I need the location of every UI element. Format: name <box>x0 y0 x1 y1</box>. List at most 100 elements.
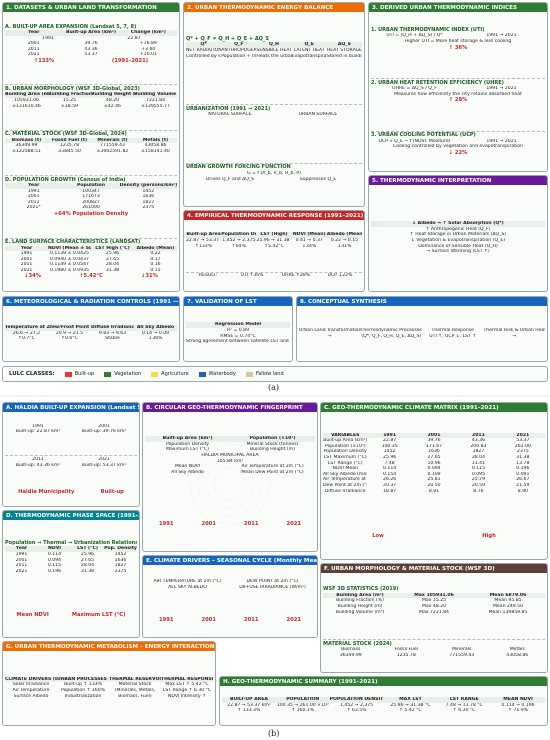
legend-swatch <box>104 371 112 377</box>
cell: ↓ Vegetation & Evapotranspiration (Q_E) <box>410 238 506 243</box>
cell: ±131610.46 <box>12 103 41 109</box>
cell: POPULATION <box>275 697 330 703</box>
cell: ±158141.40 <box>141 148 170 154</box>
table-row: 2011 0.115 28.04 1827 <box>5 563 137 569</box>
cell: 1991 → 2021 <box>486 138 517 144</box>
cell: 2001 <box>98 423 110 429</box>
section-title: B. CIRCULAR GEO-THERMODYNAMIC FINGERPRIN… <box>143 403 317 412</box>
cell: UTI = (Q_H + ΔQ_S) / Q* <box>386 33 443 39</box>
cell: 1991 <box>367 432 412 439</box>
cell: Mean 139859.85 <box>488 609 528 615</box>
cell: 1,452 → 2,375 <box>340 702 374 708</box>
cell: 0.091 <box>516 471 530 477</box>
cell: NDVI Intensity ↑ <box>167 693 207 699</box>
cell: +3.60 <box>141 46 156 52</box>
cell: UTI ↑36% <box>240 273 264 278</box>
notes: ↓34% ↑5.42°C ↓31% <box>5 273 177 279</box>
cell: 28.04 <box>105 262 120 268</box>
cell: Year <box>5 546 38 552</box>
legend-swatch <box>198 371 206 377</box>
section: 7. VALIDATION OF LST Regression Model R² =… <box>183 296 293 362</box>
cell: 39.76 <box>84 41 98 47</box>
cell: 2001 <box>27 194 40 200</box>
block: 2011 2021 Built-up: 43.36 km² Built-up: 53.… <box>5 455 137 468</box>
cell: ±42.46 <box>103 103 121 109</box>
cell: 27.65 <box>80 557 95 563</box>
cell: MAX LST <box>383 697 438 703</box>
table-row: 2021 53.37 +10.01 <box>5 52 177 58</box>
cell: 1827 <box>114 563 127 569</box>
cell: Building Volume (m³) <box>335 609 385 615</box>
cell: ↑0.6°C <box>61 336 78 342</box>
cell: Thermal Response <box>431 327 474 333</box>
cell: ±3002591.82 <box>96 148 129 154</box>
section: H. GEO-THERMODYNAMIC SUMMARY (1991–2021)… <box>219 676 548 726</box>
cell: All Sky Albedo <box>171 469 204 475</box>
note: Maximum LST (°C) <box>71 611 126 618</box>
cell: Mean 95.85 <box>494 598 522 604</box>
table-row: RESULT: UTI ↑36% UHRE ↑28% UCP ↓22% <box>186 273 362 279</box>
table-row: → Surface Warming (LST ↑) <box>371 249 545 255</box>
cell: NDVI <box>38 546 71 552</box>
table-row: ↑ 133.3% ↑ 160.1% ↑ 63.5% ↑ 5.42 °C ↑ 6.30 °… <box>222 708 545 714</box>
cell: Biomass <box>341 647 361 653</box>
cell: 0.196 <box>516 466 530 472</box>
cell: Air Temperature at 2m (°C) <box>241 464 304 470</box>
cell: Metals <box>509 647 525 653</box>
cell: 0.17 <box>150 256 161 262</box>
section: 8. CONCEPTUAL SYNTHESIS Urban Land Transf… <box>296 296 548 362</box>
cell: Air Temperature <box>12 688 50 693</box>
table-row: UCP ∝ Q_E ~ f (NDVI, Moisture) 1991 → 202… <box>371 139 545 145</box>
section: B. CIRCULAR GEO-THERMODYNAMIC FINGERPRIN… <box>142 402 318 552</box>
cell: 43058.86 <box>506 653 529 659</box>
cell: 0.095 <box>471 471 485 477</box>
cell: 1636 <box>428 449 440 455</box>
table-row: Strong agreement between satellite LST a… <box>186 339 290 345</box>
cell: 39.76 <box>427 438 441 444</box>
cell: 0.0940 ± 0.0437 <box>50 256 89 262</box>
block: 1991 2001 Built-up: 22.87 km² Built-up: 39.… <box>5 423 137 435</box>
cell: Density (persons/km²) <box>119 183 177 189</box>
cell: R² = 0.89 <box>226 327 250 333</box>
cell: 1991 <box>32 423 44 429</box>
cell: 1991 → 2021 <box>486 33 517 39</box>
table-row: Population Density Mineral Stock (tonnes) <box>145 442 315 448</box>
cell: All Sky Albedo <box>134 325 177 331</box>
cell: Max 15.25 <box>421 598 447 604</box>
table-row: UHRE = ΔQ_S / Q_F 1991 → 2021 <box>371 86 545 92</box>
section: E. CLIMATE DRIVERS – SEASONAL CYCLE (Mon… <box>142 555 318 638</box>
table-row: AIR TEMPERATURE at 2m (°C) DEW POINT at 2… <box>145 579 315 585</box>
table-row: Dew Point at 2m (°C) 20.37 20.50 20.59 21.59 <box>323 483 545 489</box>
section-body: 1991 2001 Built-up: 22.87 km² Built-up: 39.… <box>3 412 139 506</box>
notes: ↑133% (1991–2021) <box>5 58 177 64</box>
cell: Temperature at 2 m (°C) <box>5 325 48 331</box>
block: Population → Thermal → Urbanization Rela… <box>5 539 137 574</box>
cell: 100.35 <box>381 443 398 449</box>
cell: Mean NDVI <box>174 464 201 470</box>
cell: 0.114 <box>383 466 397 472</box>
cell: 2011 <box>32 456 44 462</box>
note: 2011 <box>244 521 259 528</box>
cell: Biomass, Fuel) <box>118 693 152 699</box>
cell: 2375 <box>516 449 529 455</box>
table-row: CLIMATE DRIVERS (DIRECT INPUTS)URBAN PRO… <box>5 676 213 683</box>
cell: RESULT: <box>198 273 218 278</box>
cell: 261.00 <box>514 443 531 449</box>
cell: ±139555.77 <box>141 103 170 109</box>
table-row: Year Built-up Area (km²) Change (km²) <box>5 30 177 36</box>
block: RESULT: UTI ↑36% UHRE ↑28% UCP ↓22% <box>186 271 362 280</box>
cell: 0.154 <box>383 471 397 477</box>
cell: 2001 <box>27 41 40 47</box>
table-row: 105.84 km² <box>145 459 315 465</box>
cell: 171673 <box>82 194 100 200</box>
legend-item: Built-up <box>64 371 94 377</box>
cell: 0.1980 ± 0.0935 <box>50 267 89 273</box>
cell: 1991 <box>15 551 28 557</box>
cell: UHRE ↑28% <box>281 273 311 278</box>
cell: 22.87 <box>383 438 397 444</box>
cell: 2021 <box>500 432 546 439</box>
cell: 21.59 <box>516 482 530 488</box>
cell: UHRE = ΔQ_S / Q_F <box>392 86 437 92</box>
cell: 25.96 <box>383 454 397 460</box>
cell: LST (°C) <box>71 546 104 552</box>
